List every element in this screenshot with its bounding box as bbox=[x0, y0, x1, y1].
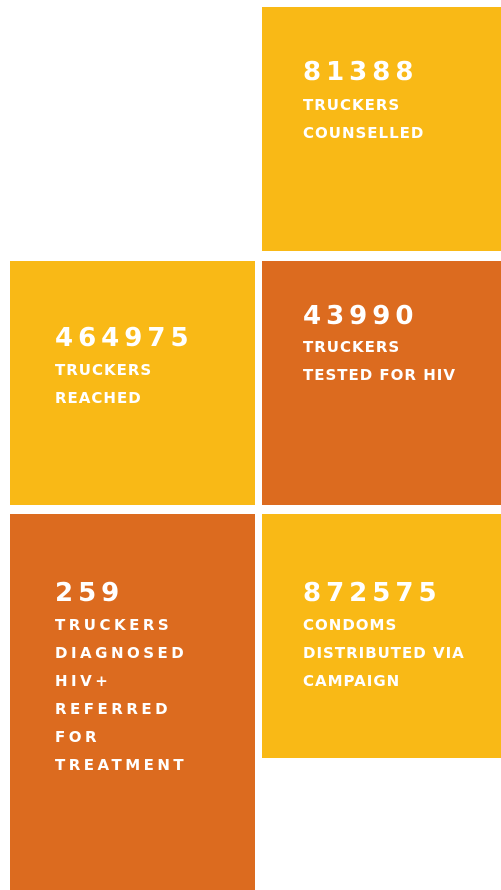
stat-value: 43990 bbox=[303, 301, 419, 331]
stat-label: TESTED FOR HIV bbox=[303, 366, 456, 384]
stat-label: TREATMENT bbox=[55, 756, 188, 774]
stat-label: FOR bbox=[55, 728, 101, 746]
stat-label: DISTRIBUTED VIA bbox=[303, 644, 465, 662]
stat-label: TRUCKERS bbox=[55, 361, 153, 379]
stat-tile: 464975 TRUCKERS REACHED bbox=[10, 261, 255, 505]
stat-label: COUNSELLED bbox=[303, 124, 425, 142]
stat-value: 81388 bbox=[303, 57, 419, 87]
stat-tile: 81388 TRUCKERS COUNSELLED bbox=[262, 7, 501, 251]
stat-label: DIAGNOSED bbox=[55, 644, 188, 662]
stat-value: 872575 bbox=[303, 578, 442, 608]
stat-label: CAMPAIGN bbox=[303, 672, 401, 690]
stat-label: TRUCKERS bbox=[303, 338, 401, 356]
stat-label: REACHED bbox=[55, 389, 142, 407]
stat-tile: 43990 TRUCKERS TESTED FOR HIV bbox=[262, 261, 501, 505]
stat-label: HIV+ bbox=[55, 672, 112, 690]
stat-label: REFERRED bbox=[55, 700, 172, 718]
stat-value: 464975 bbox=[55, 323, 194, 353]
stat-label: TRUCKERS bbox=[55, 616, 173, 634]
stat-tile: 259 TRUCKERS DIAGNOSED HIV+ REFERRED FOR TREAT… bbox=[10, 514, 255, 890]
stat-value: 259 bbox=[55, 578, 125, 608]
stat-tile: 872575 CONDOMS DISTRIBUTED VIA CAMPAIGN bbox=[262, 514, 501, 758]
stat-label: CONDOMS bbox=[303, 616, 398, 634]
stat-label: TRUCKERS bbox=[303, 96, 401, 114]
